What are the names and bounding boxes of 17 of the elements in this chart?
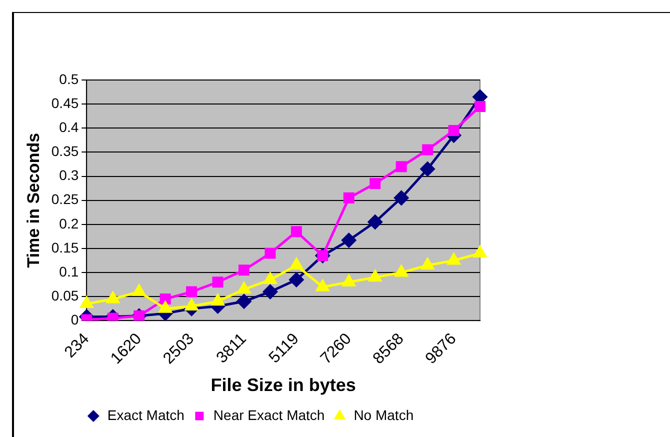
y-tick-label: 0.5 — [59, 70, 79, 87]
y-tick-label: 0.4 — [59, 118, 79, 135]
y-tick-label: 0 — [70, 312, 79, 328]
y-tick-label: 0.05 — [51, 287, 79, 304]
y-tick-label: 0.45 — [51, 94, 79, 111]
y-tick-label: 0.2 — [59, 215, 79, 232]
y-tick-label: 0.15 — [51, 239, 79, 256]
legend-label: No Match — [354, 406, 414, 423]
x-tick-label: 234 — [62, 330, 93, 362]
y-axis-title: Time in Seconds — [24, 132, 43, 268]
legend-label: Exact Match — [107, 406, 184, 423]
y-tick-label: 0.25 — [51, 191, 79, 208]
y-tick-label: 0.3 — [59, 167, 79, 184]
legend-label: Near Exact Match — [213, 406, 325, 423]
y-tick-label: 0.1 — [59, 263, 79, 280]
x-axis-title: File Size in bytes — [210, 375, 356, 396]
y-tick-label: 0.35 — [51, 143, 79, 160]
